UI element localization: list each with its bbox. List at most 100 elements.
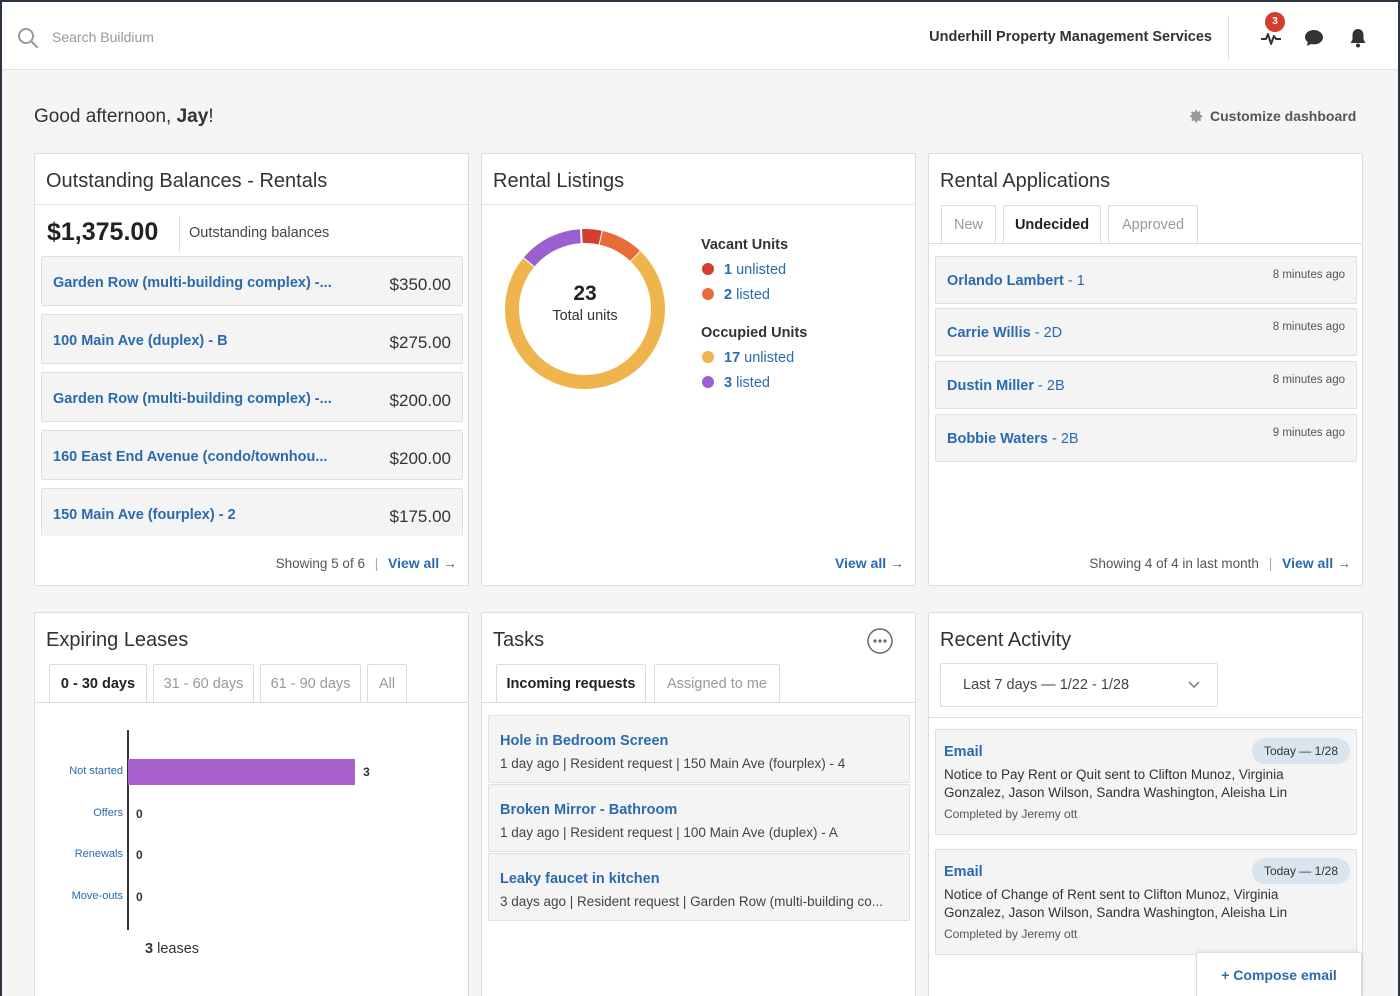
balance-amount: $275.00	[389, 333, 451, 352]
customize-dashboard-button[interactable]: Customize dashboard	[1188, 108, 1356, 124]
activity-row: Email Today — 1/28 Notice of Change of R…	[935, 849, 1357, 955]
activity-date-badge: Today — 1/28	[1251, 738, 1350, 764]
greeting-user-name: Jay	[176, 106, 209, 127]
balance-row[interactable]: 160 East End Avenue (condo/townhou... $2…	[41, 430, 463, 480]
footer-separator: |	[374, 556, 379, 571]
balance-total: $1,375.00	[47, 218, 159, 246]
legend-dot	[702, 351, 714, 363]
tab-61-90-days[interactable]: 61 - 90 days	[260, 664, 361, 702]
chat-bubble-icon[interactable]	[1302, 26, 1326, 50]
task-row[interactable]: Broken Mirror - Bathroom 1 day ago | Res…	[488, 784, 910, 852]
bell-icon[interactable]	[1346, 26, 1370, 50]
applicant-unit: - 1	[1063, 273, 1085, 289]
task-meta: 3 days ago | Resident request | Garden R…	[500, 894, 883, 909]
tab-all[interactable]: All	[367, 664, 407, 702]
balance-property[interactable]: 100 Main Ave (duplex) - B	[53, 333, 228, 349]
donut-slice-separator	[579, 228, 583, 245]
legend-vacant-unlisted[interactable]: 1 unlisted	[702, 262, 786, 278]
application-row[interactable]: Carrie Willis - 2D 8 minutes ago	[935, 308, 1357, 356]
legend-occupied-listed[interactable]: 3 listed	[702, 375, 770, 391]
balance-row[interactable]: 100 Main Ave (duplex) - B $275.00	[41, 314, 463, 364]
units-donut-chart	[505, 228, 665, 389]
more-options-icon[interactable]	[866, 627, 894, 655]
task-row[interactable]: Leaky faucet in kitchen 3 days ago | Res…	[488, 853, 910, 921]
view-all-balances-link[interactable]: View all →	[388, 555, 457, 571]
tab-approved[interactable]: Approved	[1108, 205, 1198, 243]
applicant-name[interactable]: Bobbie Waters - 2B	[947, 431, 1079, 447]
balances-footer: Showing 5 of 6 | View all →	[276, 555, 457, 571]
balance-property[interactable]: Garden Row (multi-building complex) -...	[53, 391, 332, 407]
vacant-units-heading: Vacant Units	[701, 237, 789, 253]
leases-total: 3 leases	[145, 941, 199, 957]
legend-dot	[702, 288, 714, 300]
divider	[35, 702, 468, 703]
occupied-units-heading: Occupied Units	[701, 325, 808, 341]
donut-slice-vacant-unlisted	[581, 229, 603, 245]
application-row[interactable]: Dustin Miller - 2B 8 minutes ago	[935, 361, 1357, 409]
org-name[interactable]: Underhill Property Management Services	[929, 29, 1212, 45]
task-title[interactable]: Leaky faucet in kitchen	[500, 871, 660, 887]
balance-property[interactable]: 150 Main Ave (fourplex) - 2	[53, 507, 236, 523]
balance-amount: $200.00	[389, 391, 451, 410]
compose-email-button[interactable]: + Compose email	[1196, 952, 1362, 996]
divider	[929, 717, 1362, 718]
activity-type-link[interactable]: Email	[944, 864, 983, 880]
applicant-name-text: Dustin Miller	[947, 378, 1035, 394]
view-all-applications-link[interactable]: View all →	[1282, 555, 1351, 571]
legend-vacant-listed[interactable]: 2 listed	[702, 287, 770, 303]
application-time: 8 minutes ago	[1272, 321, 1345, 333]
activity-pulse-icon[interactable]	[1259, 26, 1283, 50]
tab-31-60-days[interactable]: 31 - 60 days	[153, 664, 254, 702]
search-input[interactable]	[52, 24, 352, 50]
balance-row[interactable]: 150 Main Ave (fourplex) - 2 $175.00	[41, 488, 463, 536]
chart-value-label: 3	[363, 765, 370, 779]
gear-icon	[1190, 110, 1203, 123]
expiring-leases-card: Expiring Leases 0 - 30 days 31 - 60 days…	[34, 612, 469, 996]
applicant-name[interactable]: Carrie Willis - 2D	[947, 325, 1062, 341]
applicant-unit: - 2B	[1034, 378, 1065, 394]
card-title: Rental Listings	[493, 170, 625, 192]
card-title: Rental Applications	[940, 170, 1111, 192]
application-row[interactable]: Bobbie Waters - 2B 9 minutes ago	[935, 414, 1357, 462]
balance-row[interactable]: Garden Row (multi-building complex) -...…	[41, 256, 463, 306]
activity-completed-by: Completed by Jeremy ott	[944, 807, 1078, 821]
tab-new[interactable]: New	[941, 205, 996, 243]
applicant-name[interactable]: Orlando Lambert - 1	[947, 273, 1085, 289]
date-range-select[interactable]: Last 7 days — 1/22 - 1/28	[940, 663, 1218, 707]
recent-activity-card: Recent Activity Last 7 days — 1/22 - 1/2…	[928, 612, 1363, 996]
applicant-name[interactable]: Dustin Miller - 2B	[947, 378, 1065, 394]
date-range-value: Last 7 days — 1/22 - 1/28	[963, 677, 1130, 693]
card-title: Tasks	[493, 629, 545, 651]
applicant-unit: - 2B	[1047, 431, 1079, 447]
divider	[482, 204, 915, 205]
chart-bar[interactable]	[128, 759, 356, 785]
view-all-listings-link[interactable]: View all →	[835, 555, 904, 571]
task-title[interactable]: Broken Mirror - Bathroom	[500, 802, 678, 818]
activity-type-link[interactable]: Email	[944, 744, 983, 760]
legend-label: unlisted	[740, 350, 795, 366]
tab-assigned-to-me[interactable]: Assigned to me	[654, 664, 780, 702]
chart-value-label: 0	[136, 848, 143, 862]
legend-dot	[702, 376, 714, 388]
tab-0-30-days[interactable]: 0 - 30 days	[49, 664, 147, 703]
tab-undecided[interactable]: Undecided	[1003, 205, 1101, 244]
divider	[929, 243, 1362, 244]
balance-amount: $200.00	[389, 449, 451, 468]
applicant-name-text: Bobbie Waters	[947, 431, 1048, 447]
balance-row[interactable]: Garden Row (multi-building complex) -...…	[41, 372, 463, 422]
legend-occupied-unlisted[interactable]: 17 unlisted	[702, 350, 794, 366]
task-row[interactable]: Hole in Bedroom Screen 1 day ago | Resid…	[488, 715, 910, 783]
donut-center: 23 Total units	[500, 282, 670, 324]
task-title[interactable]: Hole in Bedroom Screen	[500, 733, 669, 749]
application-row[interactable]: Orlando Lambert - 1 8 minutes ago	[935, 256, 1357, 304]
top-bar: Underhill Property Management Services 3	[2, 2, 1398, 70]
card-title: Expiring Leases	[46, 629, 189, 651]
balance-property[interactable]: 160 East End Avenue (condo/townhou...	[53, 449, 328, 465]
balance-property[interactable]: Garden Row (multi-building complex) -...	[53, 275, 332, 291]
legend-label: unlisted	[732, 262, 787, 278]
search-icon[interactable]	[16, 26, 40, 50]
topbar-divider	[1228, 16, 1229, 60]
tab-incoming-requests[interactable]: Incoming requests	[496, 664, 646, 703]
task-meta: 1 day ago | Resident request | 100 Main …	[500, 825, 838, 840]
